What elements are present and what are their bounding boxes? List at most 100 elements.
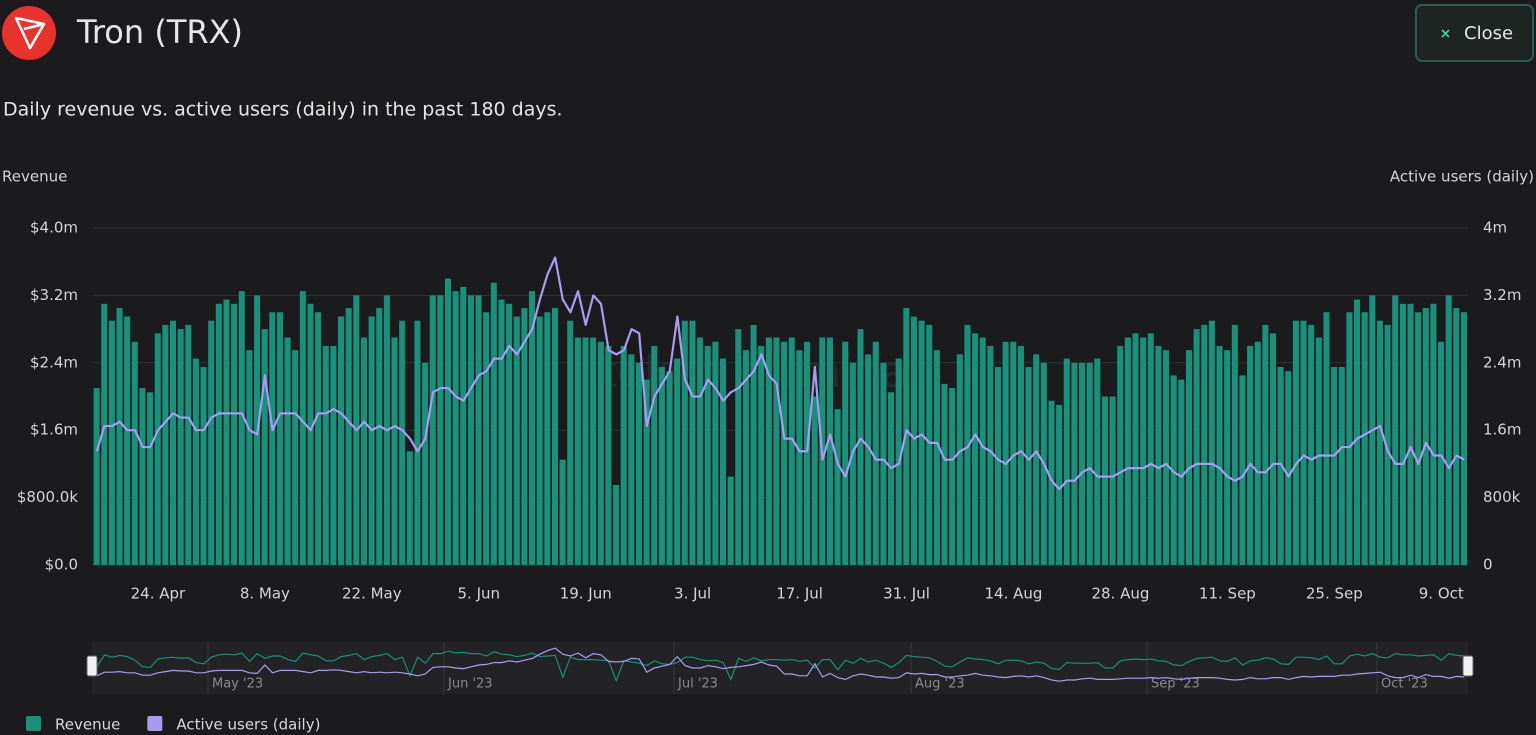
bar [1338, 367, 1345, 565]
bar [1079, 362, 1086, 565]
subtitle: Daily revenue vs. active users (daily) i… [3, 99, 563, 121]
navigator-line [96, 650, 1465, 683]
bar [651, 345, 658, 565]
bar [1247, 345, 1254, 565]
bar [215, 303, 222, 565]
bar [727, 476, 734, 565]
bar [93, 388, 100, 565]
navigator-handle[interactable] [1462, 655, 1474, 677]
bar [903, 308, 910, 565]
bar [551, 308, 558, 565]
x-tick-label: 9. Oct [1419, 585, 1464, 603]
y-tick-label: $2.4m [30, 353, 78, 371]
bar [933, 350, 940, 565]
bar [1331, 367, 1338, 565]
bar [1422, 308, 1429, 565]
bar [1086, 362, 1093, 565]
legend-swatch [26, 716, 41, 731]
bar [979, 337, 986, 565]
bar [246, 350, 253, 565]
bar [1071, 362, 1078, 565]
bar [559, 459, 566, 565]
bar [1155, 345, 1162, 565]
bar [1208, 320, 1215, 565]
bar [910, 316, 917, 565]
bar [414, 320, 421, 565]
x-tick-label: 5. Jun [457, 585, 500, 603]
bar [177, 329, 184, 565]
bar [712, 341, 719, 565]
navigator-handle[interactable] [86, 655, 98, 677]
bar [544, 312, 551, 565]
bar [108, 320, 115, 565]
bar [1101, 396, 1108, 565]
bar [399, 320, 406, 565]
bar [169, 320, 177, 565]
bar [368, 316, 375, 565]
bar [536, 316, 543, 565]
bar [124, 316, 131, 565]
x-tick-label: 24. Apr [131, 585, 186, 603]
bar [926, 324, 933, 565]
bar [506, 303, 513, 565]
bar [1216, 345, 1223, 565]
logo [2, 6, 56, 60]
bar [147, 392, 154, 565]
bar [620, 345, 627, 565]
close-button[interactable]: Close [1415, 4, 1534, 62]
bar [208, 320, 215, 565]
y-axis-title: Revenue [2, 168, 67, 186]
y2-tick-label: 4m [1483, 219, 1507, 237]
bar [338, 316, 345, 565]
navigator[interactable] [92, 642, 1468, 694]
bar [735, 329, 742, 565]
bar [231, 303, 238, 565]
bar [529, 291, 536, 565]
bar [635, 362, 642, 565]
bar [483, 312, 490, 565]
title: Tron (TRX) [76, 13, 243, 51]
bar [1460, 312, 1467, 565]
bar [345, 308, 352, 565]
bar [1376, 320, 1383, 565]
bar [406, 451, 413, 565]
bar [1430, 303, 1437, 565]
bar [1094, 358, 1101, 565]
bar [1292, 320, 1299, 565]
bar [422, 362, 429, 565]
bar [1193, 329, 1200, 565]
navigator-label: Oct '23 [1381, 677, 1428, 692]
bar [1048, 400, 1055, 565]
bar [697, 337, 704, 565]
bar [261, 329, 268, 565]
bar [880, 362, 887, 565]
bar [681, 320, 688, 565]
bar [185, 324, 192, 565]
bar [674, 358, 681, 565]
bar [842, 341, 849, 565]
x-tick-label: 14. Aug [985, 585, 1043, 603]
bar [1445, 295, 1452, 565]
bar [467, 295, 474, 565]
bar [1239, 375, 1246, 565]
bar [1361, 312, 1368, 565]
y2-tick-label: 800k [1483, 488, 1521, 506]
bar [299, 291, 306, 565]
x-tick-label: 19. Jun [560, 585, 612, 603]
bar [758, 345, 765, 565]
bar [1132, 333, 1139, 565]
y2-tick-label: 2.4m [1483, 353, 1521, 371]
close-label[interactable]: Close [1464, 23, 1513, 44]
bar [1315, 337, 1322, 565]
bar [1399, 303, 1406, 565]
bar [1063, 358, 1070, 565]
bar [834, 409, 841, 565]
legend-label: Active users (daily) [176, 716, 320, 734]
y-tick-label: $800.0k [17, 488, 78, 506]
bar [223, 299, 230, 565]
bar [742, 350, 749, 565]
bar [1269, 333, 1277, 565]
bar [1185, 350, 1192, 565]
y-tick-label: $3.2m [30, 286, 78, 304]
